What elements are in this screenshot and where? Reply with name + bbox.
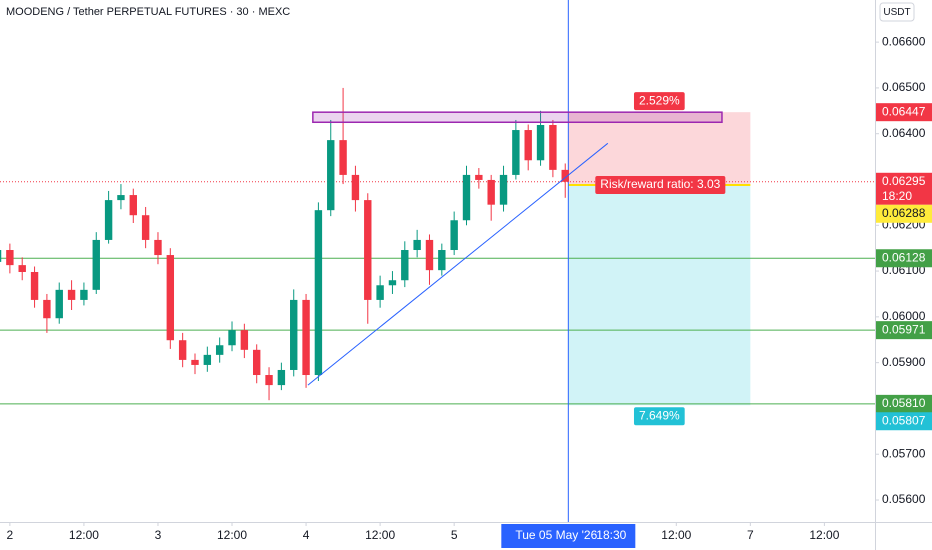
candle-body	[549, 125, 557, 170]
candle-body	[499, 174, 508, 205]
y-tick-label: 0.05600	[882, 492, 926, 506]
candle-body	[265, 375, 273, 386]
x-tick-label: 12:00	[217, 528, 247, 542]
candle-body	[401, 250, 409, 281]
candle-body	[141, 215, 150, 240]
x-tick-label: 5	[451, 528, 458, 542]
candle-body	[92, 239, 100, 290]
candle-body	[178, 340, 187, 360]
y-tick-label: 0.06600	[882, 34, 926, 48]
y-tick-label: 0.06000	[882, 309, 926, 323]
candle-body	[0, 250, 2, 262]
x-tick-label: 12:00	[69, 528, 99, 542]
candle-body	[290, 299, 298, 370]
target-zone	[568, 184, 751, 406]
x-tick-label: 3	[155, 528, 162, 542]
target-price-label-box	[876, 412, 932, 431]
candle-body	[215, 345, 224, 355]
candle-body	[351, 174, 360, 201]
trendline	[307, 142, 609, 386]
x-tick-label: 12:00	[809, 528, 839, 542]
candle-body	[475, 174, 483, 180]
candle-body	[6, 250, 14, 266]
candle-body	[339, 140, 347, 175]
level-price-label-box	[876, 394, 932, 413]
target-price-label: 0.05807	[882, 413, 926, 427]
candle-body	[104, 200, 113, 240]
entry-price-label: 0.06288	[882, 206, 926, 220]
candle-body	[30, 271, 39, 300]
stop-price-label: 0.06447	[882, 104, 926, 118]
ratio-label-box	[595, 175, 726, 194]
candle-body	[536, 125, 545, 161]
crosshair-time: 18:30	[596, 528, 626, 542]
candle-body	[228, 330, 236, 346]
candle-body	[203, 354, 212, 365]
candle-body	[376, 285, 384, 300]
chart-title: MOODENG / Tether PERPETUAL FUTURES · 30 …	[6, 6, 290, 18]
crosshair-time-box	[501, 524, 636, 548]
candle-body	[561, 169, 569, 182]
candle-body	[55, 289, 63, 319]
y-tick-label: 0.05900	[882, 355, 926, 369]
x-tick-label: 12:00	[365, 528, 395, 542]
level-price-label: 0.05971	[882, 322, 926, 336]
crosshair-date: Tue 05 May '26	[515, 528, 597, 542]
candle-body	[252, 349, 261, 376]
x-tick-label: 2	[7, 528, 14, 542]
resistance-zone	[312, 111, 723, 124]
candle-body	[43, 299, 51, 319]
candle-body	[450, 220, 458, 251]
y-tick-label: 0.06500	[882, 80, 926, 94]
candle-body	[80, 289, 88, 300]
y-tick-label: 0.05700	[882, 446, 926, 460]
candle-body	[314, 210, 323, 376]
candle-body	[117, 195, 125, 201]
current-price-label: 0.06295	[882, 174, 926, 188]
candle-body	[524, 130, 532, 161]
y-tick-label: 0.06400	[882, 126, 926, 140]
currency-box	[879, 2, 915, 22]
candle-body	[327, 140, 335, 211]
ratio-label: Risk/reward ratio: 3.03	[600, 177, 720, 191]
reward-label-box	[633, 407, 685, 426]
candle-body	[512, 130, 520, 175]
candle-body	[487, 179, 495, 205]
currency: USDT	[883, 7, 910, 18]
candle-body	[438, 250, 446, 271]
stop-price-label-box	[876, 103, 932, 122]
candle-body	[277, 369, 286, 386]
candle-body	[462, 174, 471, 221]
countdown: 18:20	[882, 189, 912, 203]
candle-body	[388, 280, 397, 286]
risk-label: 2.529%	[639, 93, 680, 107]
x-tick-label: 7	[747, 528, 754, 542]
candle-body	[425, 239, 434, 271]
reward-label: 7.649%	[639, 408, 680, 422]
candle-body	[364, 200, 372, 300]
candle-body	[67, 289, 76, 300]
level-price-label-box	[876, 321, 932, 340]
level-price-label: 0.05810	[882, 396, 926, 410]
level-price-label-box	[876, 249, 932, 268]
current-price-box	[876, 172, 932, 205]
candle-body	[191, 359, 199, 365]
stop-zone	[568, 112, 751, 185]
candle-body	[154, 239, 162, 256]
level-price-label: 0.06128	[882, 250, 926, 264]
x-tick-label: 4	[303, 528, 310, 542]
entry-price-label-box	[876, 204, 932, 223]
candle-body	[166, 255, 175, 341]
risk-label-box	[633, 92, 685, 111]
candle-body	[18, 265, 26, 272]
candle-body	[413, 239, 421, 251]
x-tick-label: 12:00	[661, 528, 691, 542]
candle-body	[129, 195, 137, 216]
candle-body	[302, 299, 310, 376]
candle-body	[240, 330, 249, 350]
